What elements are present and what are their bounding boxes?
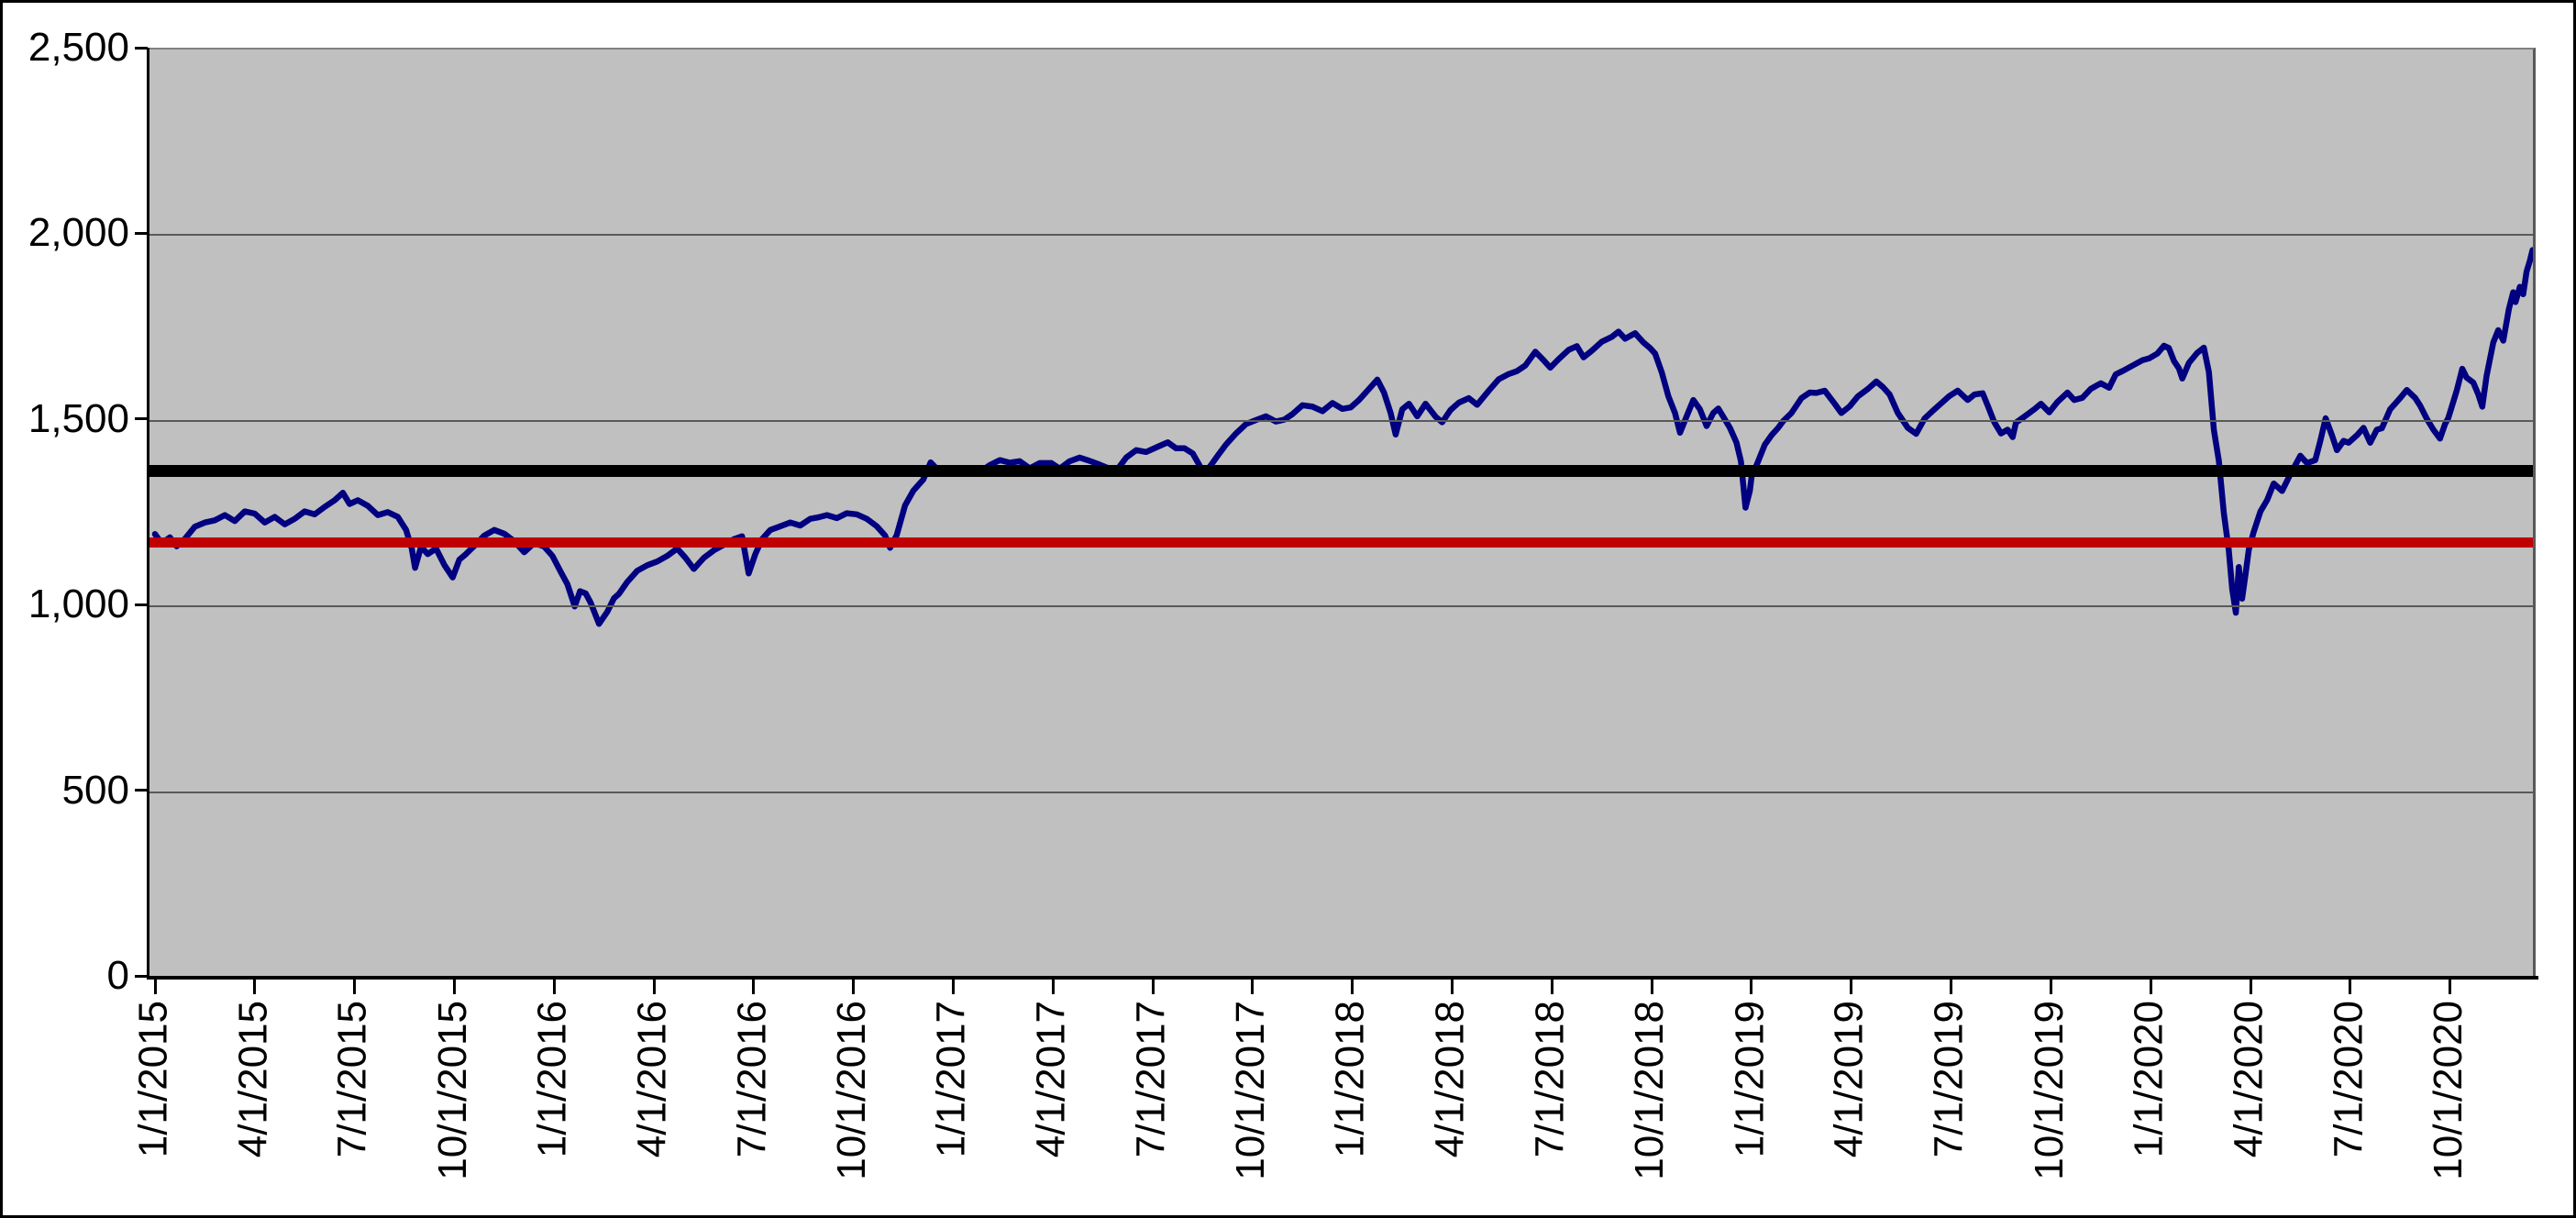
x-tick-label-7/1/2019: 7/1/2019 [1926,1001,1972,1158]
series-line-daily-index-value [151,247,2533,627]
y-tick-label-2000: 2,000 [28,210,129,256]
x-tick-7/1/2015 [353,980,357,994]
x-tick-label-7/1/2017: 7/1/2017 [1128,1001,1174,1158]
x-tick-1/1/2016 [552,980,556,994]
y-tick-500 [135,789,148,792]
y-tick-label-2500: 2,500 [28,25,129,70]
red-reference-line [149,537,2533,548]
x-tick-4/1/2015 [253,980,257,994]
x-tick-label-1/1/2018: 1/1/2018 [1327,1001,1373,1158]
x-tick-label-4/1/2019: 4/1/2019 [1826,1001,1872,1158]
x-tick-label-1/1/2020: 1/1/2020 [2126,1001,2172,1158]
x-tick-label-4/1/2018: 4/1/2018 [1427,1001,1473,1158]
x-tick-10/1/2018 [1650,980,1653,994]
x-tick-label-10/1/2016: 10/1/2016 [828,1001,874,1180]
y-tick-label-500: 500 [61,767,129,813]
x-tick-10/1/2015 [452,980,456,994]
x-tick-label-4/1/2015: 4/1/2015 [229,1001,275,1158]
x-tick-1/1/2015 [153,980,157,994]
x-tick-7/1/2018 [1550,980,1553,994]
x-tick-label-1/1/2016: 1/1/2016 [529,1001,575,1158]
x-tick-label-4/1/2020: 4/1/2020 [2226,1001,2271,1158]
y-tick-label-1500: 1,500 [28,395,129,441]
y-tick-0 [135,974,148,978]
y-tick-label-0: 0 [106,953,129,998]
x-tick-label-7/1/2016: 7/1/2016 [728,1001,774,1158]
x-tick-4/1/2018 [1451,980,1454,994]
x-tick-label-1/1/2015: 1/1/2015 [130,1001,175,1158]
y-tick-2500 [135,46,148,50]
x-tick-label-10/1/2019: 10/1/2019 [2026,1001,2072,1180]
gridline-y-500 [149,791,2533,793]
x-tick-label-10/1/2020: 10/1/2020 [2425,1001,2471,1180]
gridline-y-1000 [149,605,2533,608]
y-tick-1000 [135,603,148,606]
x-tick-10/1/2017 [1251,980,1255,994]
x-tick-7/1/2017 [1151,980,1155,994]
x-tick-1/1/2017 [951,980,955,994]
x-tick-7/1/2020 [2349,980,2352,994]
y-tick-2000 [135,231,148,235]
series-plot-svg [151,247,2533,627]
black-reference-line [149,464,2533,477]
y-tick-1500 [135,417,148,421]
x-tick-10/1/2020 [2449,980,2452,994]
x-tick-4/1/2020 [2249,980,2252,994]
x-axis-line [147,976,2538,980]
x-tick-1/1/2019 [1750,980,1753,994]
x-tick-label-4/1/2017: 4/1/2017 [1028,1001,1074,1158]
x-tick-label-10/1/2017: 10/1/2017 [1227,1001,1273,1180]
gridline-y-2000 [149,234,2533,237]
x-tick-label-1/1/2019: 1/1/2019 [1726,1001,1772,1158]
y-tick-label-1000: 1,000 [28,581,129,627]
x-tick-4/1/2017 [1051,980,1055,994]
x-tick-1/1/2020 [2149,980,2152,994]
x-tick-label-10/1/2015: 10/1/2015 [429,1001,475,1180]
x-tick-1/1/2018 [1351,980,1354,994]
x-tick-10/1/2019 [2049,980,2052,994]
x-tick-label-7/1/2018: 7/1/2018 [1527,1001,1573,1158]
x-tick-4/1/2019 [1850,980,1853,994]
x-tick-7/1/2019 [1950,980,1953,994]
plot-area [149,48,2536,978]
y-axis-line [147,48,149,979]
x-tick-label-1/1/2017: 1/1/2017 [928,1001,974,1158]
x-tick-7/1/2016 [752,980,756,994]
x-tick-label-7/1/2015: 7/1/2015 [329,1001,375,1158]
gridline-y-1500 [149,419,2533,422]
x-tick-label-10/1/2018: 10/1/2018 [1627,1001,1673,1180]
x-tick-4/1/2016 [652,980,656,994]
x-tick-label-4/1/2016: 4/1/2016 [629,1001,675,1158]
x-tick-label-7/1/2020: 7/1/2020 [2325,1001,2371,1158]
x-tick-10/1/2016 [852,980,856,994]
